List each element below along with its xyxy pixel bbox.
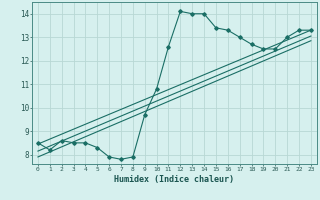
X-axis label: Humidex (Indice chaleur): Humidex (Indice chaleur)	[115, 175, 234, 184]
